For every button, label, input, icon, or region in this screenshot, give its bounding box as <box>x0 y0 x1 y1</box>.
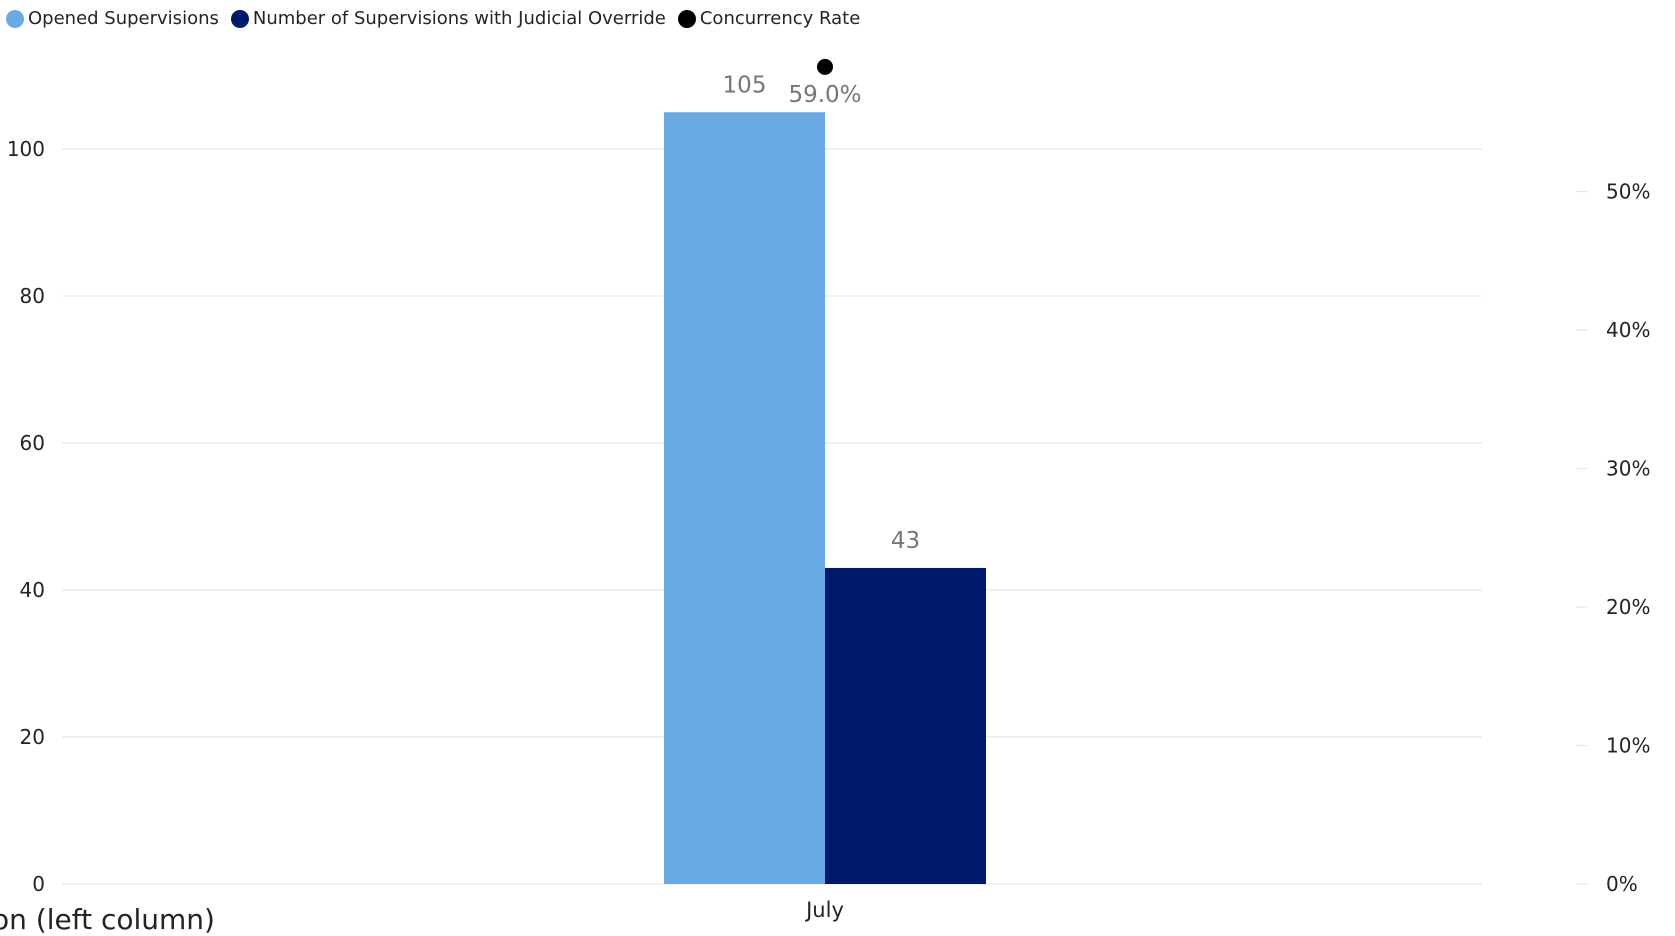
legend-swatch <box>230 9 249 28</box>
legend-label: Number of Supervisions with Judicial Ove… <box>252 8 666 29</box>
y-axis-tick-label: 60 <box>20 431 45 455</box>
legend-label: Opened Supervisions <box>28 8 219 29</box>
partial-caption: on (left column) <box>0 903 215 936</box>
legend-item-2[interactable]: Number of Supervisions with Judicial Ove… <box>230 8 666 29</box>
right-axis-tick-label: 20% <box>1606 595 1650 619</box>
bar-data-label: 105 <box>723 72 767 98</box>
y-axis-tick-label: 40 <box>20 578 45 602</box>
chart-legend: Opened Supervisions Number of Supervision… <box>6 8 872 29</box>
legend-swatch <box>677 9 696 28</box>
x-axis-category-label: July <box>804 898 844 922</box>
bar-2 <box>825 567 986 884</box>
right-axis-tick-label: 0% <box>1606 872 1638 896</box>
legend-label: Concurrency Rate <box>699 8 861 29</box>
right-axis-tick-label: 50% <box>1606 180 1650 204</box>
y-axis-tick-label: 0 <box>32 872 45 896</box>
legend-item-1[interactable]: Opened Supervisions <box>6 8 219 29</box>
legend-swatch <box>6 9 24 28</box>
legend-item-3[interactable]: Concurrency Rate <box>677 8 861 29</box>
bar-data-label: 43 <box>891 528 920 554</box>
right-axis-tick-label: 40% <box>1606 318 1650 342</box>
concurrency-rate-point <box>817 58 833 75</box>
y-axis-tick-label: 80 <box>20 284 45 308</box>
y-axis-tick-label: 20 <box>20 725 45 749</box>
concurrency-rate-label: 59.0% <box>788 82 861 108</box>
right-axis-tick-label: 30% <box>1606 457 1650 481</box>
y-axis-tick-label: 100 <box>7 137 45 161</box>
right-axis-tick-label: 10% <box>1606 734 1650 758</box>
bar-1 <box>664 112 825 884</box>
